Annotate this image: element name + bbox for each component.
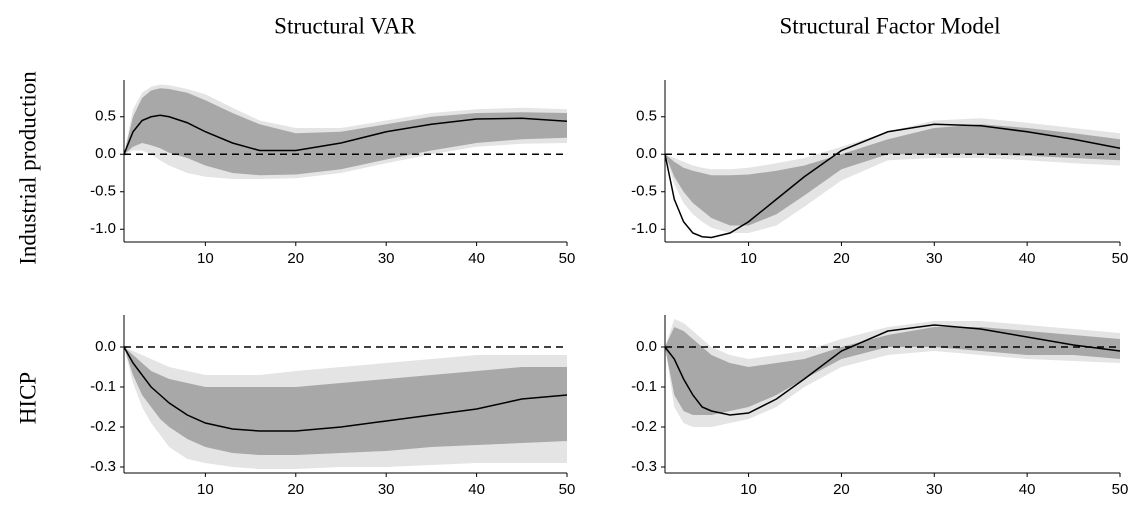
x-tick-label: 30 — [926, 481, 943, 498]
row-label: Industrial production — [15, 71, 40, 265]
line — [123, 346, 568, 432]
row-label: HICP — [15, 372, 40, 424]
y-tick-label: 0.0 — [636, 338, 657, 355]
y-tick-label: -1.0 — [90, 220, 116, 237]
column-title: Structural VAR — [274, 13, 416, 38]
x-tick-label: 50 — [559, 481, 576, 498]
x-tick-label: 10 — [197, 481, 214, 498]
y-tick-label: -0.2 — [631, 418, 657, 435]
y-tick-label: -0.2 — [90, 418, 116, 435]
x-tick-label: 10 — [740, 481, 757, 498]
y-tick-label: 0.5 — [95, 108, 116, 125]
x-tick-label: 30 — [926, 250, 943, 267]
band — [665, 327, 1120, 415]
line — [664, 324, 1121, 416]
y-tick-label: -0.3 — [90, 458, 116, 475]
x-tick-label: 20 — [287, 481, 304, 498]
y-tick-label: -0.5 — [631, 183, 657, 200]
x-tick-label: 40 — [468, 481, 485, 498]
y-tick-label: -0.5 — [90, 183, 116, 200]
y-tick-label: 0.5 — [636, 108, 657, 125]
x-tick-label: 40 — [468, 250, 485, 267]
y-tick-label: 0.0 — [636, 145, 657, 162]
x-tick-label: 10 — [197, 250, 214, 267]
y-tick-label: -1.0 — [631, 220, 657, 237]
y-tick-label: -0.1 — [631, 378, 657, 395]
line — [664, 123, 1121, 239]
column-title: Structural Factor Model — [779, 13, 1000, 38]
x-tick-label: 10 — [740, 250, 757, 267]
y-tick-label: 0.0 — [95, 338, 116, 355]
band — [665, 124, 1120, 226]
x-tick-label: 50 — [559, 250, 576, 267]
x-tick-label: 20 — [287, 250, 304, 267]
y-tick-label: -0.1 — [90, 378, 116, 395]
line — [123, 114, 568, 155]
y-tick-label: -0.3 — [631, 458, 657, 475]
x-tick-label: 40 — [1019, 481, 1036, 498]
band — [124, 347, 567, 455]
x-tick-label: 20 — [833, 481, 850, 498]
x-tick-label: 40 — [1019, 250, 1036, 267]
x-tick-label: 50 — [1112, 481, 1129, 498]
x-tick-label: 30 — [378, 250, 395, 267]
x-tick-label: 20 — [833, 250, 850, 267]
y-tick-label: 0.0 — [95, 145, 116, 162]
x-tick-label: 50 — [1112, 250, 1129, 267]
x-tick-label: 30 — [378, 481, 395, 498]
